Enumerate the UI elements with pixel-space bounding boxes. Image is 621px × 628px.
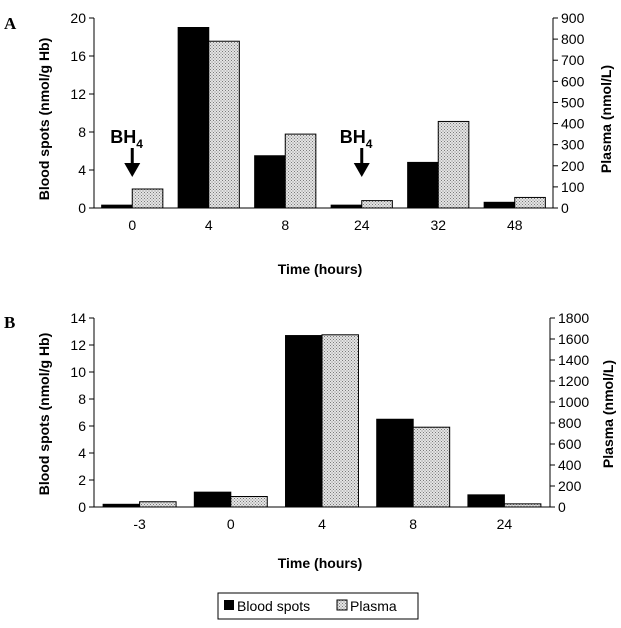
panel-a-ytick-0: 0 xyxy=(78,200,86,216)
panel-a-ylabel: Blood spots (nmol/g Hb) xyxy=(36,38,52,201)
panel-b-axes: -3 0 4 8 24024681012140200400600800100012001… xyxy=(70,310,589,532)
panel-b-ytick-7: 14 xyxy=(70,310,86,326)
legend-swatch-blood-spots xyxy=(224,600,234,610)
panel-a-bar-plasma-5 xyxy=(514,196,546,209)
panel-b-xtick-2: 4 xyxy=(318,516,326,532)
panel-b-y2tick-4: 800 xyxy=(558,415,582,431)
legend: Blood spots Plasma xyxy=(217,592,419,620)
panel-b-ytick-1: 2 xyxy=(78,472,86,488)
panel-a-xtick-4: 32 xyxy=(430,217,446,233)
panel-a-xlabel: Time (hours) xyxy=(278,261,363,277)
panel-b-y2tick-3: 600 xyxy=(558,436,582,452)
panel-a-y2tick-7: 700 xyxy=(561,52,585,68)
panel-a-y2tick-3: 300 xyxy=(561,137,585,153)
panel-a-bar-plasma-3 xyxy=(361,200,393,209)
panel-a-bar-plasma-0 xyxy=(131,188,164,209)
panel-b-xlabel: Time (hours) xyxy=(278,555,363,571)
panel-b-y2tick-5: 1000 xyxy=(558,394,589,410)
legend-swatch-plasma xyxy=(336,599,348,611)
panel-a-xtick-0: 0 xyxy=(128,217,136,233)
panel-a-letter: A xyxy=(4,14,17,33)
panel-a-ytick-1: 4 xyxy=(78,162,86,178)
panel-a-bar-blood-spots-1 xyxy=(177,27,210,209)
panel-a-y2tick-6: 600 xyxy=(561,73,585,89)
panel-b-y2tick-1: 200 xyxy=(558,478,582,494)
panel-a-y2tick-1: 100 xyxy=(561,179,585,195)
panel-a-y2label: Plasma (nmol/L) xyxy=(598,65,614,173)
panel-a-annotation-sub-0: 4 xyxy=(136,137,143,151)
panel-b-bars xyxy=(102,334,542,508)
panel-a-annotation-0: BH4 xyxy=(110,127,143,151)
panel-b-ytick-3: 6 xyxy=(78,418,86,434)
panel-a-ytick-3: 12 xyxy=(70,86,86,102)
panel-b-letter: B xyxy=(4,313,15,332)
panel-a-y2tick-4: 400 xyxy=(561,116,585,132)
panel-a-y2tick-0: 0 xyxy=(561,200,569,216)
panel-b-y2label: Plasma (nmol/L) xyxy=(600,360,616,468)
panel-b: B -3 0 4 8 240246810121402004006008001000120… xyxy=(4,310,616,571)
panel-a-annotation-sub-1: 4 xyxy=(366,137,373,151)
panel-a-xtick-3: 24 xyxy=(354,217,370,233)
panel-a-y2tick-8: 800 xyxy=(561,31,585,47)
panel-a-bar-plasma-1 xyxy=(208,40,240,209)
panel-a-annotations: BH4 BH4 xyxy=(110,127,373,177)
panel-a-bar-plasma-2 xyxy=(284,133,317,209)
panel-a-axes: 0 4 8 24 32 480481216200100200300400500600700… xyxy=(70,10,584,233)
panel-a-bar-plasma-4 xyxy=(437,120,470,209)
panel-a-bar-blood-spots-2 xyxy=(254,155,286,209)
panel-b-y2tick-0: 0 xyxy=(558,499,566,515)
panel-a-ytick-2: 8 xyxy=(78,124,86,140)
panel-b-bar-plasma-1 xyxy=(230,496,268,508)
panel-b-y2tick-7: 1400 xyxy=(558,352,589,368)
panel-b-ylabel: Blood spots (nmol/g Hb) xyxy=(36,333,52,496)
panel-b-ytick-2: 4 xyxy=(78,445,86,461)
panel-b-y2tick-6: 1200 xyxy=(558,373,589,389)
panel-a-xtick-2: 8 xyxy=(281,217,289,233)
panel-b-bar-blood-spots-2 xyxy=(285,335,323,508)
panel-a-y2tick-9: 900 xyxy=(561,10,585,26)
panel-a-annotation-1: BH4 xyxy=(340,127,373,151)
panel-b-bar-plasma-0 xyxy=(139,501,177,508)
panel-b-ytick-0: 0 xyxy=(78,499,86,515)
panel-a-y2tick-5: 500 xyxy=(561,94,585,110)
panel-b-bar-plasma-2 xyxy=(321,334,359,508)
panel-a-ytick-4: 16 xyxy=(70,48,86,64)
panel-a-y2tick-2: 200 xyxy=(561,158,585,174)
panel-a-ytick-5: 20 xyxy=(70,10,86,26)
panel-b-xtick-4: 24 xyxy=(497,516,513,532)
panel-a-arrow-head-1 xyxy=(353,163,370,177)
panel-b-bar-blood-spots-4 xyxy=(467,494,505,508)
panel-a-arrow-head-0 xyxy=(124,163,141,177)
panel-b-xtick-1: 0 xyxy=(227,516,235,532)
panel-b-ytick-6: 12 xyxy=(70,337,86,353)
panel-b-xtick-3: 8 xyxy=(409,516,417,532)
panel-a-bar-blood-spots-5 xyxy=(483,201,516,209)
panel-a-xtick-5: 48 xyxy=(507,217,523,233)
panel-b-y2tick-8: 1600 xyxy=(558,331,589,347)
panel-b-bar-blood-spots-1 xyxy=(193,491,232,508)
panel-b-y2tick-2: 400 xyxy=(558,457,582,473)
panel-b-bar-plasma-3 xyxy=(412,426,451,508)
panel-b-y2tick-9: 1800 xyxy=(558,310,589,326)
panel-b-xtick-0: -3 xyxy=(133,516,146,532)
panel-a-xtick-1: 4 xyxy=(205,217,213,233)
panel-a-bars xyxy=(101,27,546,209)
legend-label-plasma: Plasma xyxy=(350,598,397,614)
legend-label-blood-spots: Blood spots xyxy=(237,598,310,614)
panel-a: A 0 4 8 24 32 4804812162001002003004005006007… xyxy=(4,10,614,277)
panel-a-bar-blood-spots-4 xyxy=(407,161,439,209)
panel-b-ytick-5: 10 xyxy=(70,364,86,380)
legend-box xyxy=(217,592,419,620)
panel-b-ytick-4: 8 xyxy=(78,391,86,407)
panel-b-bar-blood-spots-3 xyxy=(376,418,414,508)
